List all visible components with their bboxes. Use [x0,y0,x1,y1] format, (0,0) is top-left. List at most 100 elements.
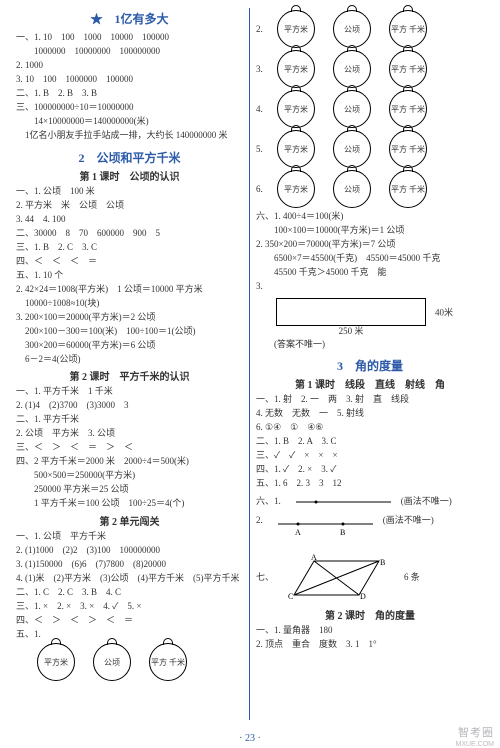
text-line: 3. 200×100＝20000(平方米)＝2 公顷 [16,311,243,325]
rectangle-diagram: 250 米 40米 [276,298,426,326]
text-line: 四、＜ ＜ ＜ ＝ [16,255,243,269]
text-line: 1亿名小朋友手拉手站成一排，大约长 140000000 米 [16,129,243,143]
watermark-text: 智考圈 [458,724,494,740]
text-line: 2. 顶点 重合 度数 3. 1 1° [256,638,484,652]
text-line: 一、1. 公顷 平方千米 [16,530,243,544]
text-line: 六、1. 400÷4＝100(米) [256,210,484,224]
subheading-3-lesson1: 第 1 课时 线段 直线 射线 角 [256,376,484,391]
text-line: 四、1. ✓ 2. × 3. ✓ [256,463,484,477]
text-line: 45500 千克＞45000 千克 能 [256,266,484,280]
text-line: 二、1. B 2. B 3. B [16,87,243,101]
row-number: 4. [256,104,268,114]
text-line: 300×200＝60000(平方米)＝6 公顷 [16,339,243,353]
text-line: 六、1. [256,495,281,509]
text-line: 1000000 10000000 100000000 [16,45,243,59]
svg-text:A: A [311,553,317,562]
text-line: 250000 平方米＝25 公顷 [16,483,243,497]
apple-icon: 平方 千米 [389,50,427,88]
text-line: 6500×7＝45500(千克) 45500＝45000 千克 [256,252,484,266]
text-line: 四、2 平方千米＝2000 米 2000÷4＝500(米) [16,455,243,469]
right-column: 2.平方米公顷平方 千米3.平方米公顷平方 千米4.平方米公顷平方 千米5.平方… [250,8,490,720]
text-line: 200×100－300＝100(米) 100÷100＝1(公顷) [16,325,243,339]
text-line: 2. (1)1000 (2)2 (3)100 100000000 [16,544,243,558]
note-text: (画法不唯一) [401,495,452,509]
apple-row-left: 平方米 公顷 平方 千米 [16,643,243,681]
apple-icon: 平方米 [277,130,315,168]
line-diagram-1 [291,493,401,511]
heading-yiyi: ★ 1亿有多大 [16,10,243,27]
parallelogram-diagram: A B C D [284,553,404,603]
rect-right-label: 40米 [435,305,453,318]
text-line: 3. 44 4. 100 [16,213,243,227]
watermark-url: MXUE.COM [456,741,495,748]
text-line: 2. 公顷 平方米 3. 公顷 [16,427,243,441]
text-line: 4. 无数 无数 一 5. 射线 [256,407,484,421]
apple-icon: 平方米 [277,10,315,48]
text-line: 三、100000000÷10＝10000000 [16,101,243,115]
text-line: 三、＜ ＞ ＜ ＝ ＞ ＜ [16,441,243,455]
subheading-3-lesson2: 第 2 课时 角的度量 [256,607,484,622]
text-line: (答案不唯一) [256,338,484,352]
text-line: 四、＜ ＞ ＜ ＞ ＜ ＝ [16,614,243,628]
text-line: 4. (1)米 (2)平方米 (3)公顷 (4)平方千米 (5)平方千米 [16,572,243,586]
text-line: 2. [256,514,263,528]
text-line: 14×10000000＝140000000(米) [16,115,243,129]
text-line: 五、1. [16,628,243,642]
apple-row: 3. 平方米公顷平方 千米 [256,50,484,88]
subheading-lesson2: 第 2 课时 平方千米的认识 [16,368,243,383]
text-line: 500×500＝250000(平方米) [16,469,243,483]
apple-icon: 公顷 [333,10,371,48]
text-line: 一、1. 量角器 180 [256,624,484,638]
apple-icon: 平方 千米 [389,170,427,208]
apple-icon: 平方米 [277,50,315,88]
svg-text:D: D [360,592,366,601]
text-line: 3. [256,280,484,294]
svg-text:B: B [380,558,385,567]
apple-row: 6.平方米公顷平方 千米 [256,170,484,208]
note-text: 6 条 [404,571,420,585]
subheading-unit2-review: 第 2 单元闯关 [16,513,243,528]
heading-unit2: 2 公顷和平方千米 [16,149,243,166]
text-line: 100×100＝10000(平方米)＝1 公顷 [256,224,484,238]
text-line: 二、1. 平方千米 [16,413,243,427]
text-line: 10000÷1008≈10(块) [16,297,243,311]
text-line: 二、30000 8 70 600000 900 5 [16,227,243,241]
apple-icon: 平方 千米 [389,130,427,168]
text-line: 二、1. C 2. C 3. B 4. C [16,586,243,600]
apple-icon: 公顷 [333,90,371,128]
text-line: 七、 [256,571,274,585]
svg-text:A: A [295,528,301,537]
text-line: 6－2＝4(公顷) [16,353,243,367]
text-line: 三、1. B 2. C 3. C [16,241,243,255]
page-number: · 23 · [0,733,500,744]
text-line: 一、1. 射 2. 一 两 3. 射 直 线段 [256,393,484,407]
apple-icon: 平方米 [277,170,315,208]
apple-icon: 公顷 [333,130,371,168]
row-number: 3. [256,64,268,74]
apple-icon: 平方米 [37,643,75,681]
text-line: 2. 42×24＝1008(平方米) 1 公顷＝10000 平方米 [16,283,243,297]
row-number: 2. [256,24,268,34]
apple-icon: 平方 千米 [389,90,427,128]
text-line: 2. 1000 [16,59,243,73]
apple-row: 2.平方米公顷平方 千米 [256,10,484,48]
apple-icon: 公顷 [333,170,371,208]
row-number: 5. [256,144,268,154]
text-line: 2. 平方米 米 公顷 公顷 [16,199,243,213]
text-line: 3. (1)150000 (6)6 (7)7800 (8)20000 [16,558,243,572]
apple-icon: 公顷 [333,50,371,88]
text-line: 五、1. 6 2. 3 3 12 [256,477,484,491]
svg-text:C: C [288,592,293,601]
text-line: 一、1. 公顷 100 米 [16,185,243,199]
subheading-lesson1: 第 1 课时 公顷的认识 [16,168,243,183]
apple-icon: 平方米 [277,90,315,128]
rect-bottom-label: 250 米 [339,324,364,337]
text-line: 2. (1)4 (2)3700 (3)3000 3 [16,399,243,413]
apple-row: 4. 平方米公顷平方 千米 [256,90,484,128]
text-line: 二、1. B 2. A 3. C [256,435,484,449]
note-text: (画法不唯一) [383,514,434,528]
line-diagram-2: A B [273,515,383,549]
heading-unit3: 3 角的度量 [256,357,484,374]
text-line: 2. 350×200＝70000(平方米)＝7 公顷 [256,238,484,252]
apple-row: 5. 平方米公顷平方 千米 [256,130,484,168]
